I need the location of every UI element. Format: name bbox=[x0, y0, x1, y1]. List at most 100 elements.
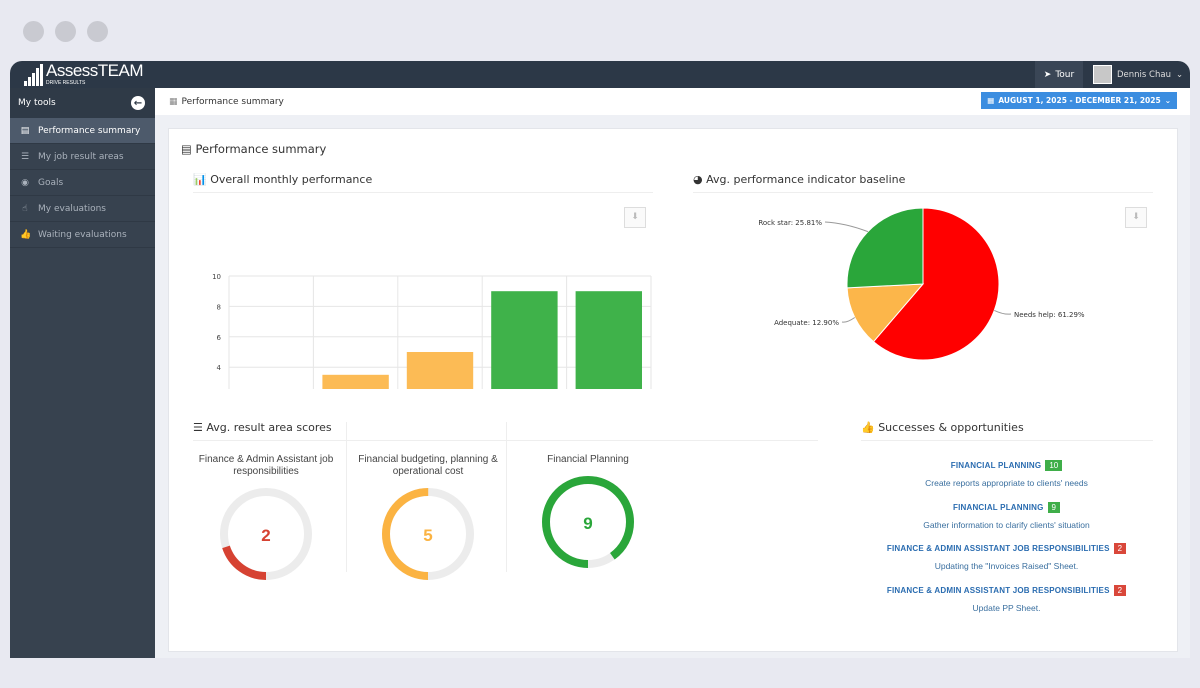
section-title-text: Successes & opportunities bbox=[878, 421, 1024, 434]
y-tick-label: 10 bbox=[212, 273, 221, 281]
pie-label: Needs help: 61.29% bbox=[1014, 311, 1085, 319]
thumbs-up-icon: 👍 bbox=[20, 229, 32, 240]
breadcrumb: Performance summary bbox=[181, 96, 284, 107]
y-tick-label: 4 bbox=[217, 364, 222, 372]
sliders-icon: ☰ bbox=[193, 421, 207, 434]
tour-button[interactable]: ➤ Tour bbox=[1035, 61, 1083, 88]
y-tick-label: 6 bbox=[217, 334, 222, 342]
bar bbox=[575, 291, 642, 389]
sidebar-item-waiting-evaluations[interactable]: 👍 Waiting evaluations bbox=[10, 222, 155, 248]
success-description[interactable]: Update PP Sheet. bbox=[972, 602, 1041, 613]
gauge-fill bbox=[382, 488, 474, 580]
pie-section-title: ◕ Avg. performance indicator baseline bbox=[693, 173, 1153, 193]
gauge-label: Financial budgeting, planning & operatio… bbox=[358, 454, 498, 477]
monthly-section-title: 📊 Overall monthly performance bbox=[193, 173, 653, 193]
sidebar-item-my-evaluations[interactable]: ☝ My evaluations bbox=[10, 196, 155, 222]
sidebar-item-label: My job result areas bbox=[38, 151, 124, 162]
bar bbox=[406, 352, 474, 389]
page-title-text: Performance summary bbox=[195, 142, 327, 156]
app-window: AssessTEAM DRIVE RESULTS ➤ Tour Dennis Ch… bbox=[10, 61, 1190, 658]
tour-label: Tour bbox=[1055, 69, 1075, 80]
logo-text: AssessTEAM bbox=[46, 61, 144, 80]
thumbs-up-icon: 👍 bbox=[861, 421, 879, 434]
logo-bars-icon bbox=[24, 64, 43, 86]
gauge-label: Financial Planning bbox=[547, 454, 629, 465]
topbar: ▦ Performance summary ▦ AUGUST 1, 2025 - D… bbox=[155, 88, 1190, 115]
success-item: FINANCIAL PLANNING 10 Create reports appro… bbox=[839, 455, 1174, 488]
logo: AssessTEAM DRIVE RESULTS bbox=[24, 61, 144, 86]
thumbs-up-outline-icon: ☝ bbox=[22, 203, 28, 214]
section-title-text: Overall monthly performance bbox=[210, 173, 373, 186]
gauge-ring: 2 bbox=[220, 488, 312, 580]
sidebar-title: My tools bbox=[18, 98, 56, 108]
gauge-value: 5 bbox=[423, 526, 432, 545]
gauge: Financial Planning 9 bbox=[509, 454, 667, 576]
sidebar-item-label: Waiting evaluations bbox=[38, 229, 127, 240]
result-area-link[interactable]: FINANCE & ADMIN ASSISTANT JOB RESPONSIBI… bbox=[886, 585, 1110, 595]
gauge-ring: 9 bbox=[542, 476, 634, 568]
list-icon: ▤ bbox=[181, 142, 196, 156]
window-dot[interactable] bbox=[55, 21, 76, 42]
score-badge: 2 bbox=[1113, 584, 1127, 596]
performance-card: ▤ Performance summary 📊 Overall monthly … bbox=[168, 128, 1178, 652]
download-icon[interactable]: ⬇ bbox=[1125, 207, 1147, 228]
success-description[interactable]: Updating the "Invoices Raised" Sheet. bbox=[934, 561, 1079, 571]
gauge-fill bbox=[542, 476, 634, 568]
page-title: ▤ Performance summary bbox=[181, 142, 326, 156]
date-range-label: AUGUST 1, 2025 - DECEMBER 21, 2025 bbox=[998, 96, 1161, 105]
logo-tagline: DRIVE RESULTS bbox=[46, 80, 86, 86]
pie-slice bbox=[846, 283, 925, 343]
bar-chart-icon: 📊 bbox=[193, 173, 211, 186]
sliders-icon: ☰ bbox=[20, 151, 30, 162]
chevron-down-icon: ⌄ bbox=[1164, 96, 1171, 105]
success-description[interactable]: Create reports appropriate to clients' n… bbox=[925, 478, 1088, 488]
score-badge: 9 bbox=[1047, 501, 1060, 513]
pie-chart-icon: ◕ bbox=[693, 173, 707, 186]
success-description[interactable]: Gather information to clarify clients' s… bbox=[923, 519, 1090, 530]
download-icon[interactable]: ⬇ bbox=[624, 207, 646, 228]
avatar bbox=[1093, 65, 1112, 84]
window-dot[interactable] bbox=[87, 21, 108, 42]
y-tick-label: 8 bbox=[217, 303, 221, 311]
success-item: FINANCE & ADMIN ASSISTANT JOB RESPONSIBI… bbox=[839, 580, 1174, 613]
sidebar-item-performance-summary[interactable]: ▤ Performance summary bbox=[10, 118, 155, 144]
date-range-picker[interactable]: ▦ AUGUST 1, 2025 - DECEMBER 21, 2025 ⌄ bbox=[981, 92, 1177, 109]
gauge: Financial budgeting, planning & operatio… bbox=[349, 454, 507, 588]
section-title-text: Avg. performance indicator baseline bbox=[706, 173, 906, 186]
result-area-link[interactable]: FINANCIAL PLANNING bbox=[950, 461, 1042, 470]
gauge-value: 9 bbox=[583, 514, 592, 533]
successes-section-title: 👍 Successes & opportunities bbox=[861, 421, 1153, 441]
window-dot[interactable] bbox=[23, 21, 44, 42]
sidebar-item-job-result-areas[interactable]: ☰ My job result areas bbox=[10, 144, 155, 170]
sidebar-item-label: Goals bbox=[38, 177, 64, 188]
gauge: Finance & Admin Assistant job responsibi… bbox=[187, 454, 345, 588]
paper-plane-icon: ➤ bbox=[1043, 69, 1052, 80]
pie-leader-line bbox=[841, 317, 856, 323]
calendar-icon: ▦ bbox=[987, 96, 995, 105]
header: AssessTEAM DRIVE RESULTS ➤ Tour Dennis Ch… bbox=[10, 61, 1190, 88]
pie-label: Adequate: 12.90% bbox=[774, 319, 839, 327]
sidebar-item-label: Performance summary bbox=[38, 125, 141, 136]
bar bbox=[491, 291, 558, 389]
bar bbox=[322, 374, 389, 389]
target-icon: ◉ bbox=[21, 177, 29, 188]
success-item: FINANCE & ADMIN ASSISTANT JOB RESPONSIBI… bbox=[839, 538, 1174, 571]
gauge-value: 2 bbox=[261, 526, 270, 545]
sidebar-item-goals[interactable]: ◉ Goals bbox=[10, 170, 155, 196]
sidebar: My tools ← ▤ Performance summary ☰ My job r… bbox=[10, 88, 155, 658]
chevron-down-icon: ⌄ bbox=[1175, 69, 1184, 80]
result-area-link[interactable]: FINANCIAL PLANNING bbox=[952, 502, 1044, 512]
divider bbox=[506, 422, 507, 572]
result-area-link[interactable]: FINANCE & ADMIN ASSISTANT JOB RESPONSIBI… bbox=[886, 544, 1110, 553]
collapse-arrow-icon[interactable]: ← bbox=[131, 96, 145, 110]
score-badge: 2 bbox=[1113, 543, 1127, 554]
grid-icon: ▦ bbox=[169, 96, 178, 107]
monthly-bar-chart: 0246810AugSepOctNovDec bbox=[212, 273, 652, 389]
pie-leader-line bbox=[994, 309, 1012, 315]
gauge-ring: 5 bbox=[382, 488, 474, 580]
gauge-fill bbox=[220, 488, 312, 580]
score-badge: 10 bbox=[1045, 460, 1063, 471]
user-menu[interactable]: Dennis Chau ⌄ bbox=[1093, 65, 1183, 84]
scores-section-title: ☰ Avg. result area scores bbox=[193, 421, 818, 441]
list-icon: ▤ bbox=[20, 125, 30, 136]
